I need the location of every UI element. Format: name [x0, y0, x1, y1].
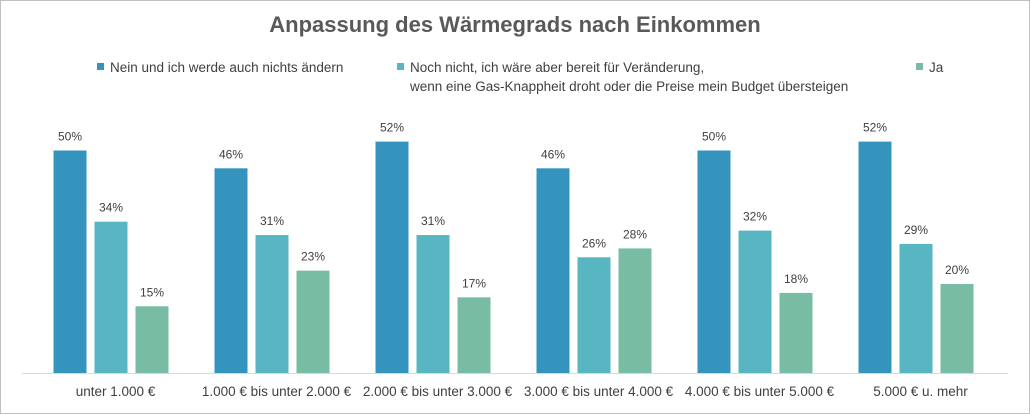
category-label-2-000-bis-unter-3-000: 2.000 € bis unter 3.000 € [363, 384, 513, 399]
bar-4-000-bis-unter-5-000-series-1 [697, 150, 731, 373]
data-label-3-000-bis-unter-4-000-series-2: 26% [582, 236, 606, 250]
data-label-1-000-bis-unter-2-000-series-2: 31% [260, 214, 284, 228]
bar-1-000-bis-unter-2-000-series-3 [296, 270, 330, 373]
legend-swatch-ja [916, 63, 923, 70]
bar-3-000-bis-unter-4-000-series-3 [618, 248, 652, 373]
bar-5-000-u-mehr-series-2 [899, 243, 933, 373]
category-label-5-000-u-mehr: 5.000 € u. mehr [873, 384, 968, 399]
bar-unter-1-000-series-3 [135, 306, 169, 373]
data-label-1-000-bis-unter-2-000-series-1: 46% [219, 147, 243, 161]
bar-unter-1-000-series-2 [94, 221, 128, 373]
data-label-3-000-bis-unter-4-000-series-3: 28% [623, 227, 647, 241]
legend-label-ja: Ja [929, 58, 943, 77]
data-label-4-000-bis-unter-5-000-series-3: 18% [784, 272, 808, 286]
bar-unter-1-000-series-1 [53, 150, 87, 373]
data-label-2-000-bis-unter-3-000-series-2: 31% [421, 214, 445, 228]
category-label-3-000-bis-unter-4-000: 3.000 € bis unter 4.000 € [524, 384, 674, 399]
data-label-4-000-bis-unter-5-000-series-1: 50% [702, 130, 726, 144]
legend-swatch-nein [97, 63, 104, 70]
bar-4-000-bis-unter-5-000-series-2 [738, 230, 772, 373]
bar-5-000-u-mehr-series-1 [858, 141, 892, 373]
legend-item-nein: Nein und ich werde auch nichts ändern [97, 58, 343, 77]
legend-label-ja-line-1: Ja [929, 60, 944, 75]
data-label-5-000-u-mehr-series-3: 20% [945, 263, 969, 277]
legend-label-nein: Nein und ich werde auch nichts ändern [110, 58, 343, 77]
data-label-unter-1-000-series-2: 34% [99, 201, 123, 215]
data-label-4-000-bis-unter-5-000-series-2: 32% [743, 210, 767, 224]
category-labels-group: unter 1.000 € 1.000 € bis unter 2.000 € 2.… [76, 384, 969, 399]
bar-1-000-bis-unter-2-000-series-1 [214, 168, 248, 373]
bar-3-000-bis-unter-4-000-series-2 [577, 257, 611, 373]
legend-label-noch-nicht-line-2: wenn eine Gas-Knappheit droht oder die P… [410, 79, 849, 94]
bars-group: 50% 34% 15% 46% 31% 23% 52% 31% 17% 46% 26% 28% 50% 3… [53, 121, 974, 373]
bar-2-000-bis-unter-3-000-series-2 [416, 235, 450, 373]
bar-5-000-u-mehr-series-3 [940, 284, 974, 373]
data-label-5-000-u-mehr-series-2: 29% [904, 223, 928, 237]
legend-swatch-noch-nicht [397, 63, 404, 70]
bar-4-000-bis-unter-5-000-series-3 [779, 292, 813, 373]
data-label-unter-1-000-series-3: 15% [140, 285, 164, 299]
data-label-3-000-bis-unter-4-000-series-1: 46% [541, 147, 565, 161]
data-label-1-000-bis-unter-2-000-series-3: 23% [301, 250, 325, 264]
data-label-5-000-u-mehr-series-1: 52% [863, 121, 887, 135]
category-label-unter-1-000: unter 1.000 € [76, 384, 156, 399]
legend-label-noch-nicht-line-1: Noch nicht, ich wäre aber bereit für Ver… [410, 60, 705, 75]
legend-label-nein-line-1: Nein und ich werde auch nichts ändern [110, 60, 344, 75]
bar-2-000-bis-unter-3-000-series-1 [375, 141, 409, 373]
category-label-4-000-bis-unter-5-000: 4.000 € bis unter 5.000 € [685, 384, 835, 399]
legend-label-noch-nicht: Noch nicht, ich wäre aber bereit für Ver… [410, 58, 848, 96]
legend-item-ja: Ja [916, 58, 943, 77]
data-label-2-000-bis-unter-3-000-series-1: 52% [380, 121, 404, 135]
bar-3-000-bis-unter-4-000-series-1 [536, 168, 570, 373]
chart-title: Anpassung des Wärmegrads nach Einkommen [269, 12, 761, 37]
category-label-1-000-bis-unter-2-000: 1.000 € bis unter 2.000 € [202, 384, 352, 399]
bar-2-000-bis-unter-3-000-series-3 [457, 297, 491, 373]
data-label-2-000-bis-unter-3-000-series-3: 17% [462, 276, 486, 290]
bar-1-000-bis-unter-2-000-series-2 [255, 235, 289, 373]
legend-item-noch-nicht: Noch nicht, ich wäre aber bereit für Ver… [397, 58, 848, 96]
data-label-unter-1-000-series-1: 50% [58, 130, 82, 144]
